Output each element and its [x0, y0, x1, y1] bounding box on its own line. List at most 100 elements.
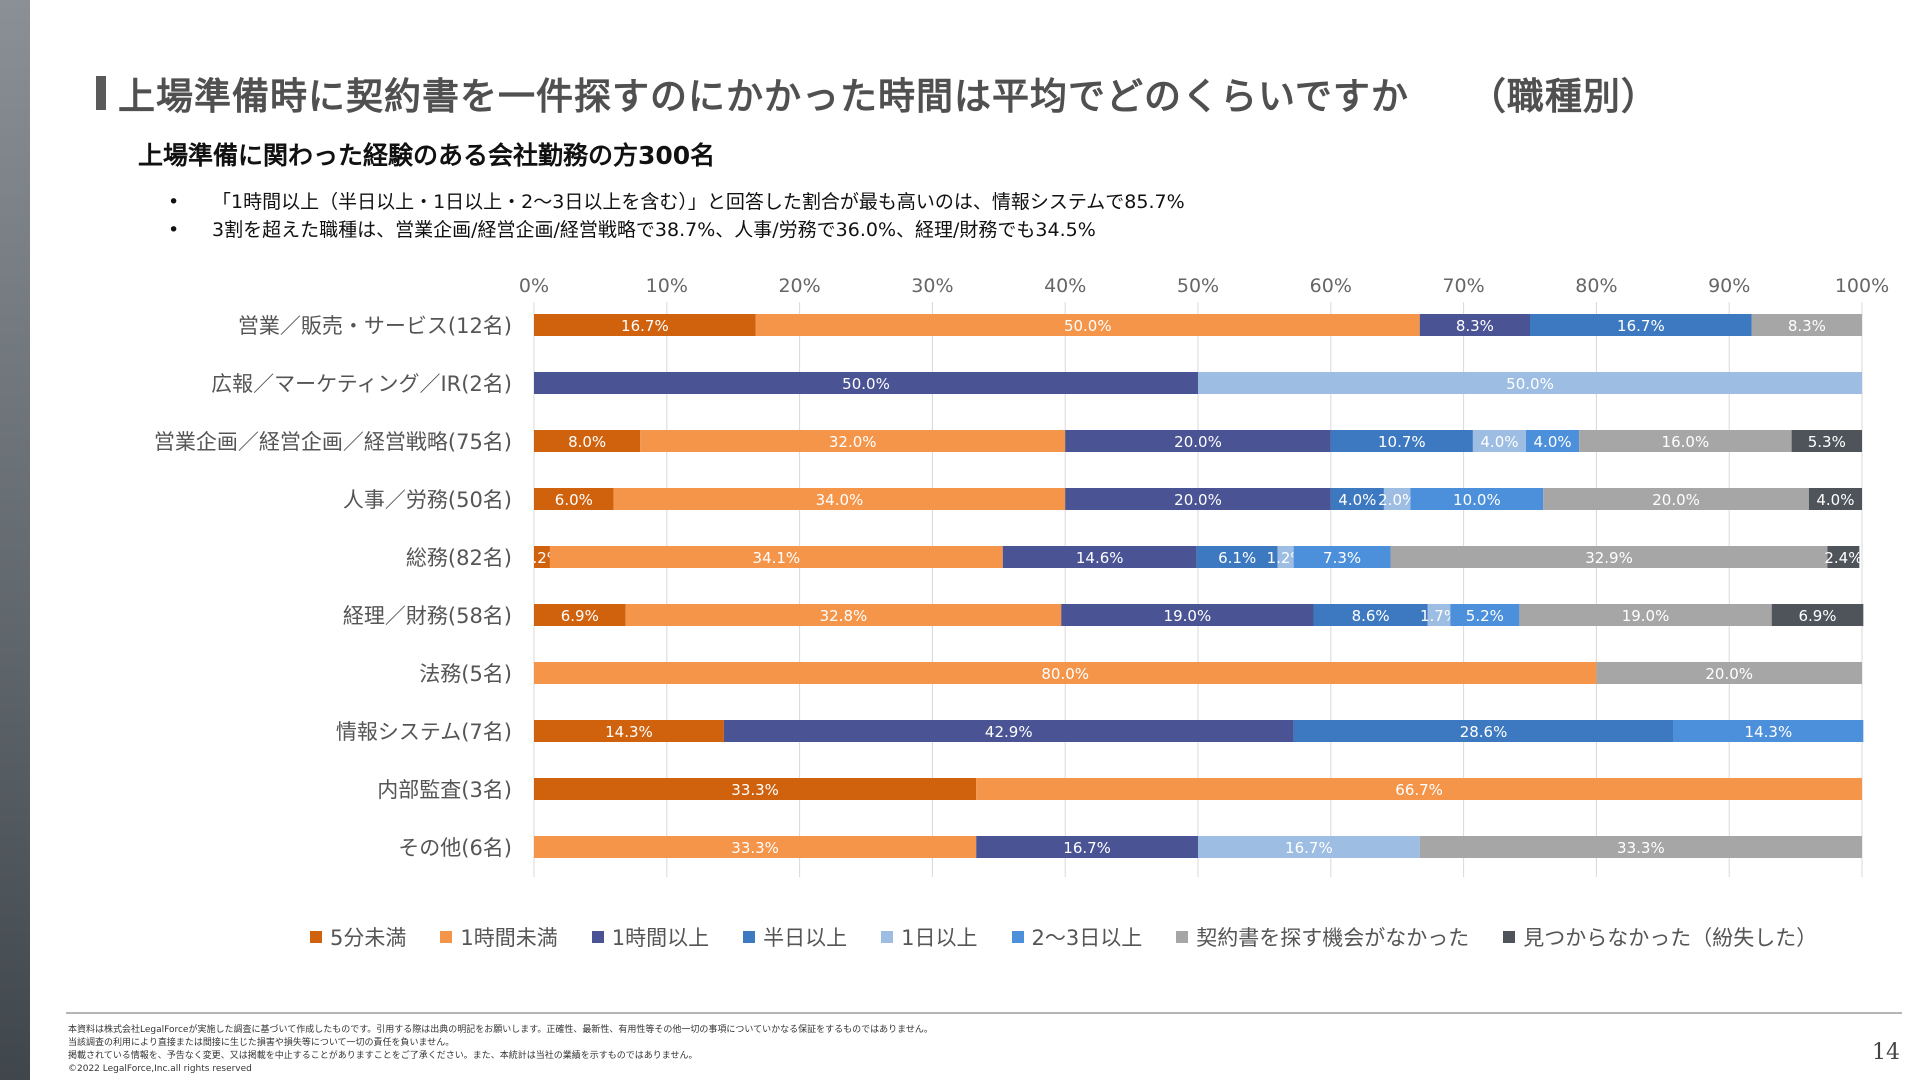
bar-segment [1596, 662, 1862, 684]
data-label: 16.7% [621, 317, 669, 335]
footer-note: 当該調査の利用により直接または間接に生じた損害や損失等について一切の責任を負いま… [68, 1038, 455, 1048]
bar-segment [976, 778, 1862, 800]
data-label: 33.3% [731, 781, 779, 799]
bar-segment [534, 430, 641, 452]
legend-swatch [440, 931, 453, 943]
data-label: 20.0% [1174, 491, 1222, 509]
legend-label: 2〜3日以上 [1031, 926, 1143, 950]
footer-note: 掲載されている情報を、予告なく変更、又は掲載を中止することがありますことをご了承… [68, 1051, 698, 1061]
data-label: 0.0% [1864, 781, 1902, 799]
footer-note: 本資料は株式会社LegalForceが実施した調査に基づいて作成したものです。引… [68, 1025, 933, 1035]
side-decoration-band [0, 0, 30, 1080]
bar-segment [1065, 430, 1331, 452]
data-label: 0.0% [1865, 723, 1903, 741]
bar-segment [1065, 488, 1331, 510]
bar-segment [1526, 430, 1580, 452]
data-label: 19.0% [1622, 607, 1670, 625]
data-label: 6.9% [561, 607, 599, 625]
data-label: 80.0% [1041, 665, 1089, 683]
data-label: 16.7% [1617, 317, 1665, 335]
bar-segment [625, 604, 1062, 626]
data-label: 1.7% [1420, 607, 1458, 625]
bar-segment [1196, 546, 1278, 568]
data-label: 8.3% [1788, 317, 1826, 335]
data-label: 0.0% [1864, 839, 1902, 857]
bar-segment [534, 836, 977, 858]
data-label: 8.3% [1456, 317, 1494, 335]
bar-segment [1771, 604, 1864, 626]
copyright-note: ©2022 LegalForce,Inc.all rights reserved [68, 1064, 252, 1074]
data-label: 2.4% [1824, 549, 1862, 567]
legend-label: 1日以上 [901, 926, 978, 950]
legend-item: 見つからなかった（紛失した） [1503, 922, 1817, 952]
data-label: 34.0% [816, 491, 864, 509]
data-label: 19.0% [1164, 607, 1212, 625]
data-label: 42.9% [985, 723, 1033, 741]
data-label: 5.3% [1808, 433, 1846, 451]
survey-subtitle: 上場準備に関わった経験のある会社勤務の方300名 [138, 141, 716, 170]
data-label: 4.0% [1816, 491, 1854, 509]
bar-segment [976, 836, 1198, 858]
data-label: 0.0% [1864, 375, 1902, 393]
bar-segment [1293, 546, 1391, 568]
bar-segment [1390, 546, 1828, 568]
bar-segment [1002, 546, 1197, 568]
data-label: 0.0% [1864, 781, 1902, 799]
footer-notes: 本資料は株式会社LegalForceが実施した調査に基づいて作成したものです。引… [68, 1024, 933, 1076]
category-label: 法務(5名) [419, 662, 512, 686]
legend-label: 半日以上 [763, 926, 848, 950]
data-label: 32.9% [1585, 549, 1633, 567]
bar-segment [534, 662, 1597, 684]
legend-item: 2〜3日以上 [1011, 922, 1143, 952]
legend-label: 契約書を探す機会がなかった [1196, 926, 1470, 950]
bar-segment [1293, 720, 1674, 742]
data-label: 4.0% [1338, 491, 1376, 509]
bar-segment [613, 488, 1066, 510]
bar-segment [1530, 314, 1752, 336]
legend-item: 1時間以上 [591, 922, 710, 952]
page-title-suffix: （職種別） [1468, 75, 1659, 118]
bar-segment [1313, 604, 1428, 626]
x-tick-label: 100% [1835, 275, 1889, 297]
data-label: 4.0% [1534, 433, 1572, 451]
bar-segment [1277, 546, 1294, 568]
bar-segment [549, 546, 1003, 568]
data-label: 32.0% [829, 433, 877, 451]
category-label: 広報／マーケティング／IR(2名) [211, 372, 512, 396]
legend-item: 半日以上 [743, 922, 847, 952]
bar-segment [534, 546, 550, 568]
legend-swatch [591, 931, 604, 943]
legend-item: 5分未満 [310, 922, 406, 952]
data-label: 34.1% [753, 549, 801, 567]
bar-segment [534, 314, 756, 336]
bar-segment [1827, 546, 1860, 568]
legend-label: 1時間以上 [611, 926, 710, 950]
legend-swatch [1176, 931, 1189, 943]
data-label: 16.7% [1285, 839, 1333, 857]
bar-segment [534, 488, 614, 510]
data-label: 14.6% [1076, 549, 1124, 567]
legend-swatch [881, 931, 894, 943]
data-label: 0.0% [1864, 781, 1902, 799]
bar-segment [1472, 430, 1527, 452]
bar-segment [534, 778, 977, 800]
category-label: その他(6名) [398, 836, 512, 860]
data-label: 33.3% [1617, 839, 1665, 857]
bar-segment [1383, 488, 1411, 510]
bar-segment [1330, 430, 1473, 452]
bar-segment [534, 604, 626, 626]
bar-segment [1450, 604, 1520, 626]
data-label: 0.0% [1864, 781, 1902, 799]
legend-item: 1日以上 [881, 922, 978, 952]
data-label: 20.0% [1652, 491, 1700, 509]
category-label: 情報システム(7名) [336, 720, 512, 744]
bar-segment [1751, 314, 1862, 336]
data-label: 33.3% [731, 839, 779, 857]
legend-swatch [1503, 931, 1516, 943]
summary-bullets: 「1時間以上（半日以上・1日以上・2〜3日以上を含む）」と回答した割合が最も高い… [168, 188, 1185, 244]
bar-segment [1543, 488, 1809, 510]
legend-item: 1時間未満 [440, 922, 558, 952]
bar-segment [723, 720, 1294, 742]
legend-swatch [310, 931, 322, 943]
data-label: 10.0% [1453, 491, 1501, 509]
